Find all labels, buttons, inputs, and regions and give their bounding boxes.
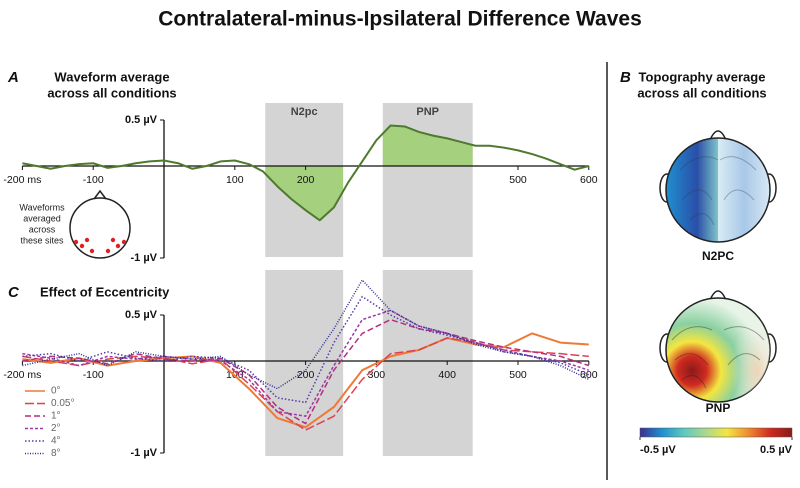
series-line — [22, 309, 590, 417]
panel-title: across all conditions — [637, 85, 766, 100]
colorbar-label: 0.5 µV — [760, 444, 793, 456]
topomap-n2pc — [659, 130, 777, 243]
annotation: these sites — [20, 235, 64, 245]
x-tick-label: 100 — [226, 174, 244, 186]
panel-title: across all conditions — [47, 85, 176, 100]
series-line — [22, 295, 590, 404]
x-tick-label: -200 ms — [3, 369, 41, 381]
map-label: N2PC — [702, 249, 734, 263]
series-line — [22, 332, 589, 429]
panel-label: B — [620, 69, 631, 86]
window-label: PNP — [416, 106, 439, 118]
electrodes — [73, 237, 127, 254]
legend-label: 8° — [51, 448, 61, 459]
panel-title: Waveform average — [54, 69, 169, 84]
topomap-pnp — [659, 290, 777, 403]
legend-label: 1° — [51, 411, 61, 422]
panel-label: C — [8, 284, 20, 301]
series-line — [22, 337, 589, 431]
annotation: Waveforms — [19, 202, 65, 212]
x-tick-label: 600 — [580, 369, 598, 381]
annotation: averaged — [23, 213, 61, 223]
series-line — [22, 124, 590, 222]
x-tick-label: -100 — [83, 174, 104, 186]
annotation: across — [29, 224, 56, 234]
time-window — [382, 270, 473, 456]
x-tick-label: 500 — [509, 174, 527, 186]
panel-title: Effect of Eccentricity — [40, 284, 170, 299]
map-label: PNP — [706, 401, 731, 415]
colorbar-label: -0.5 µV — [640, 444, 676, 456]
figure-title: Contralateral-minus-Ipsilateral Differen… — [158, 8, 642, 31]
x-tick-label: 600 — [580, 174, 598, 186]
legend-label: 4° — [51, 436, 61, 447]
legend-label: 2° — [51, 423, 61, 434]
x-tick-label: 400 — [438, 369, 456, 381]
colorbar — [639, 427, 793, 438]
time-window — [265, 270, 344, 456]
x-tick-label: 500 — [509, 369, 527, 381]
x-tick-label: 300 — [368, 369, 386, 381]
head-outline — [69, 197, 131, 259]
y-tick-label: 0.5 µV — [125, 114, 158, 126]
nose — [93, 189, 107, 200]
x-tick-label: -200 ms — [3, 174, 41, 186]
y-tick-label: -1 µV — [130, 447, 157, 459]
x-tick-label: 200 — [297, 369, 315, 381]
x-tick-label: -100 — [83, 369, 104, 381]
y-tick-label: -1 µV — [130, 252, 157, 264]
window-label: N2pc — [291, 106, 318, 118]
legend-label: 0.05° — [51, 398, 74, 409]
series-line — [22, 318, 590, 425]
legend-label: 0° — [51, 386, 61, 397]
electrode-inset — [69, 189, 131, 259]
x-tick-label: 200 — [297, 174, 315, 186]
window-area — [265, 125, 473, 221]
y-tick-label: 0.5 µV — [125, 309, 158, 321]
panel-label: A — [7, 69, 19, 86]
panel-title: Topography average — [639, 69, 766, 84]
